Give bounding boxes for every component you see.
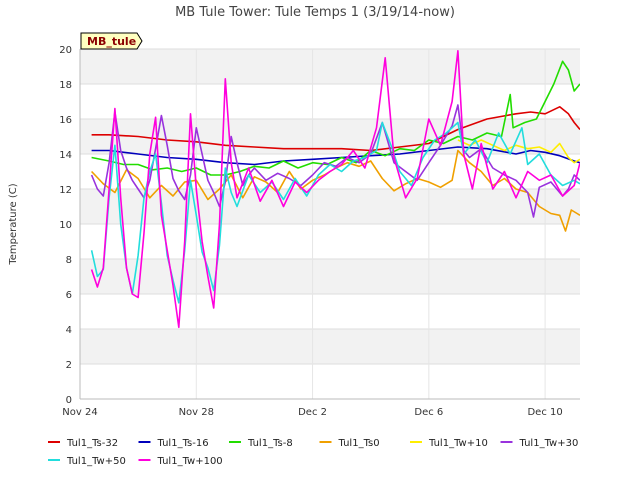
legend-item-label: Tul1_Tw+100 bbox=[157, 456, 223, 467]
station-tag-box bbox=[80, 32, 143, 50]
legend-item-label: Tul1_Tw+10 bbox=[428, 438, 488, 449]
series-line-Tul1_Ts-16 bbox=[91, 146, 580, 166]
legend-item-label: Tul1_Ts-32 bbox=[66, 438, 118, 449]
x-tick-label: Dec 10 bbox=[527, 407, 562, 418]
series-line-Tul1_Tw+30 bbox=[90, 104, 580, 218]
series-line-Tul1_Ts-32 bbox=[91, 106, 580, 152]
axes: 0 2 4 6 8 10 12 14 16 18 20 Nov 24 Nov 28 Dec 2 Dec 6 D… bbox=[59, 45, 580, 418]
legend-item-label: Tul1_Tw+30 bbox=[519, 438, 579, 449]
legend-item-label: Tul1_Ts0 bbox=[338, 438, 380, 449]
chart-title: MB Tule Tower: Tule Temps 1 (3/19/14-now… bbox=[175, 5, 455, 20]
x-tick-label: Dec 2 bbox=[298, 407, 327, 418]
legend: Tul1_Ts-32 Tul1_Ts-16 Tul1_Ts-8 Tul1_Ts0 Tul… bbox=[48, 438, 578, 467]
series-line-Tul1_Ts0 bbox=[91, 149, 580, 232]
plot-band bbox=[80, 189, 580, 224]
station-tag-label: MB_tule bbox=[87, 35, 136, 48]
plot-band bbox=[80, 49, 580, 84]
y-tick-label: 0 bbox=[66, 395, 72, 406]
y-tick-label: 10 bbox=[59, 220, 72, 231]
y-tick-label: 20 bbox=[59, 45, 72, 56]
legend-item-label: Tul1_Ts-8 bbox=[247, 438, 293, 449]
series-layer bbox=[90, 50, 580, 329]
y-tick-label: 6 bbox=[66, 290, 72, 301]
legend-item-label: Tul1_Ts-16 bbox=[157, 438, 209, 449]
series-line-Tul1_Tw+10 bbox=[457, 139, 580, 164]
y-tick-label: 14 bbox=[59, 150, 72, 161]
y-tick-label: 16 bbox=[59, 115, 72, 126]
y-tick-label: 18 bbox=[59, 80, 72, 91]
x-tick-label: Nov 28 bbox=[179, 407, 214, 418]
series-line-Tul1_Tw+100 bbox=[90, 50, 580, 329]
plot-band bbox=[80, 259, 580, 294]
y-tick-label: 2 bbox=[66, 360, 72, 371]
x-tick-label: Dec 6 bbox=[414, 407, 443, 418]
station-tag: MB_tule bbox=[80, 32, 143, 50]
y-tick-label: 12 bbox=[59, 185, 72, 196]
y-axis-label: Temperature (C) bbox=[8, 183, 19, 265]
x-tick-label: Nov 24 bbox=[62, 407, 97, 418]
plot-band bbox=[80, 329, 580, 364]
y-tick-label: 4 bbox=[66, 325, 72, 336]
y-tick-label: 8 bbox=[66, 255, 72, 266]
legend-item-label: Tul1_Tw+50 bbox=[66, 456, 126, 467]
